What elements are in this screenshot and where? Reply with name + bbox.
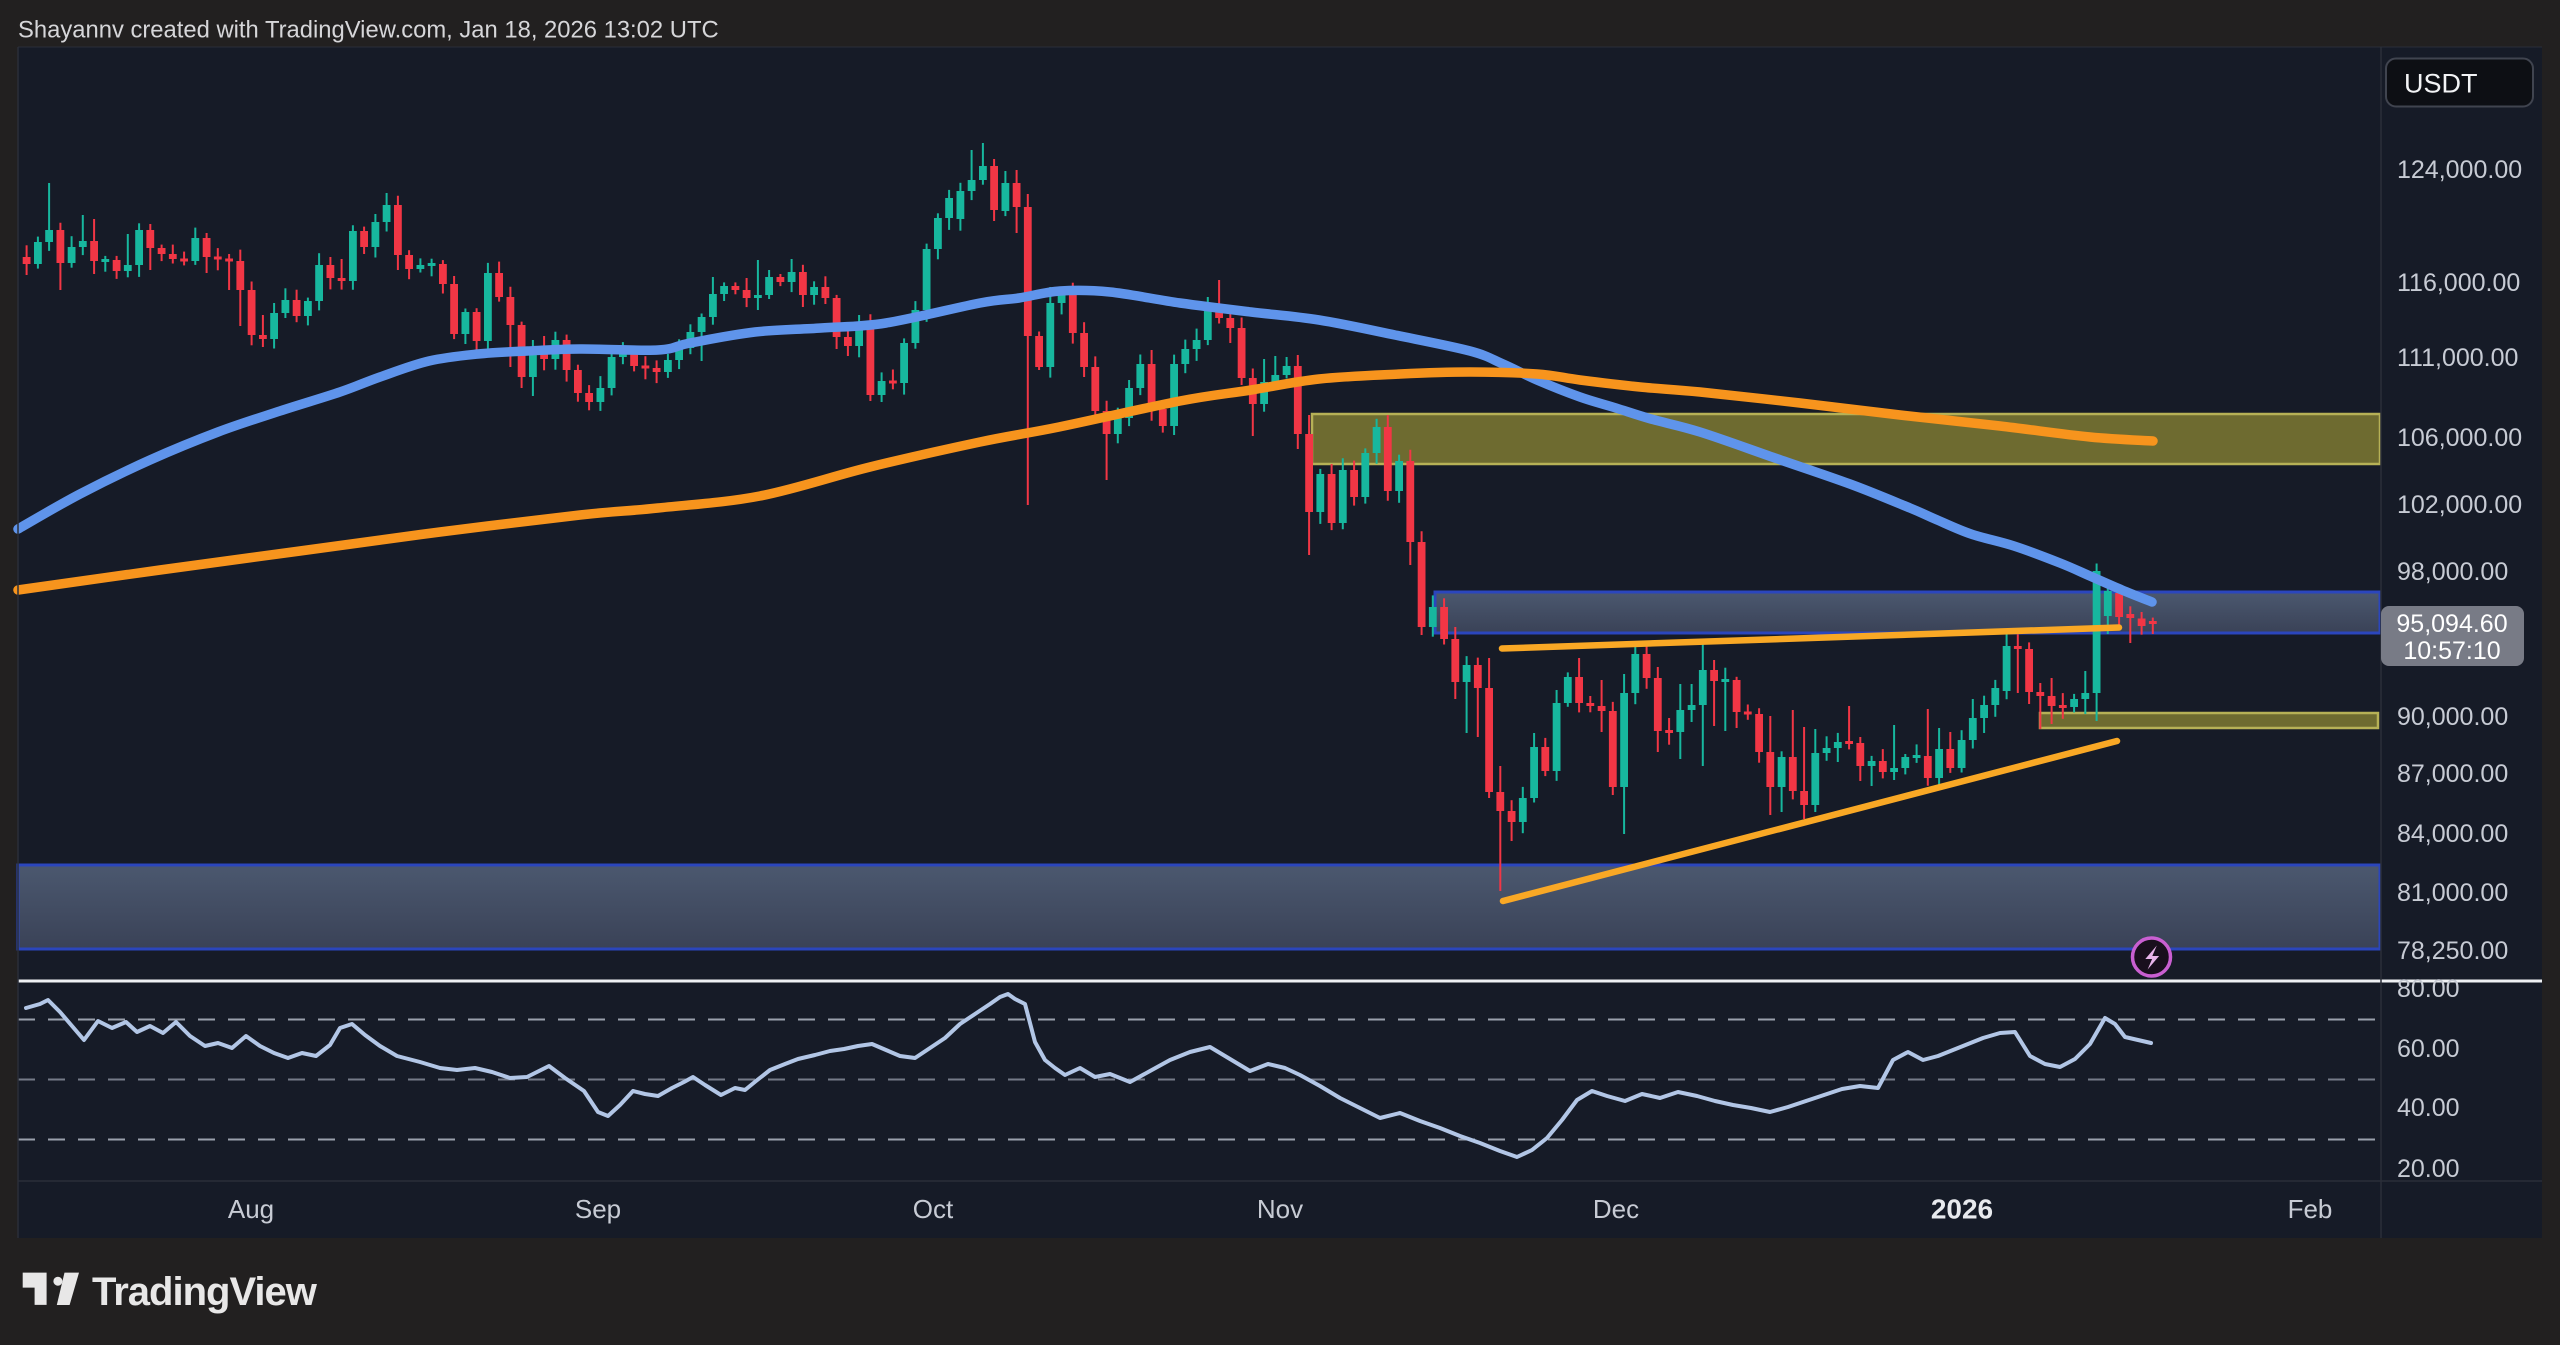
svg-text:78,250.00: 78,250.00 [2397, 937, 2508, 965]
svg-text:81,000.00: 81,000.00 [2397, 879, 2508, 907]
svg-text:TradingView: TradingView [92, 1270, 318, 1314]
svg-text:80.00: 80.00 [2397, 975, 2460, 1003]
svg-text:102,000.00: 102,000.00 [2397, 491, 2522, 519]
svg-text:Oct: Oct [913, 1194, 954, 1224]
svg-text:106,000.00: 106,000.00 [2397, 424, 2522, 452]
svg-text:Sep: Sep [575, 1194, 621, 1224]
svg-text:Shayannv created with TradingV: Shayannv created with TradingView.com, J… [18, 17, 719, 44]
svg-text:40.00: 40.00 [2397, 1094, 2460, 1122]
svg-text:124,000.00: 124,000.00 [2397, 156, 2522, 184]
svg-text:111,000.00: 111,000.00 [2397, 344, 2518, 372]
svg-text:20.00: 20.00 [2397, 1155, 2460, 1183]
svg-text:Feb: Feb [2288, 1194, 2333, 1224]
svg-text:USDT: USDT [2404, 69, 2478, 99]
svg-text:Aug: Aug [228, 1194, 274, 1224]
svg-text:95,094.60: 95,094.60 [2396, 610, 2507, 638]
svg-text:90,000.00: 90,000.00 [2397, 703, 2508, 731]
svg-text:10:57:10: 10:57:10 [2403, 637, 2500, 665]
svg-text:116,000.00: 116,000.00 [2397, 269, 2520, 297]
svg-text:2026: 2026 [1931, 1194, 1993, 1225]
svg-text:84,000.00: 84,000.00 [2397, 820, 2508, 848]
svg-text:98,000.00: 98,000.00 [2397, 558, 2508, 586]
svg-text:Nov: Nov [1257, 1194, 1303, 1224]
svg-text:Dec: Dec [1593, 1194, 1639, 1224]
svg-text:87,000.00: 87,000.00 [2397, 760, 2508, 788]
svg-text:60.00: 60.00 [2397, 1035, 2460, 1063]
